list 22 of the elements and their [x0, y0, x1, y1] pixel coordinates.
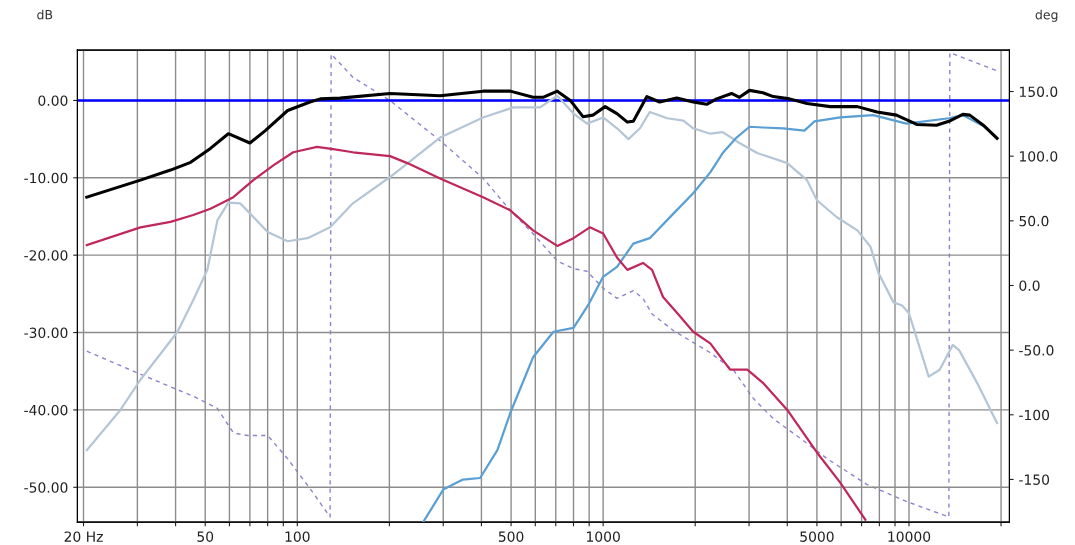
- y2-axis-title: deg: [1035, 9, 1058, 22]
- y2-tick-label: -100: [1019, 409, 1050, 421]
- x-tick-label: 1000: [586, 531, 620, 542]
- y2-tick-label: -150: [1019, 474, 1050, 485]
- y2-tick-label: 0.0: [1019, 280, 1040, 291]
- y2-tick-label: 150.0: [1019, 86, 1058, 97]
- y-tick-label: -50.00: [24, 482, 68, 493]
- y2-tick-label: 50.0: [1019, 215, 1049, 227]
- y-tick-label: -10.00: [24, 172, 68, 184]
- y2-tick-label: 100.0: [1019, 151, 1058, 162]
- y-tick-label: -40.00: [24, 404, 68, 416]
- x-tick-label: 100: [285, 531, 310, 542]
- x-tick-label: 10000: [888, 531, 931, 542]
- y-tick-label: -30.00: [24, 327, 68, 339]
- x-tick-label: 5000: [800, 531, 834, 542]
- y2-tick-label: -50.0: [1019, 345, 1054, 356]
- y-tick-label: 0.00: [38, 95, 68, 106]
- y-tick-label: -20.00: [24, 250, 68, 261]
- x-tick-label: 20 Hz: [64, 531, 103, 542]
- x-tick-label: 50: [197, 531, 214, 542]
- y-axis-title: dB: [37, 9, 53, 20]
- x-tick-label: 500: [498, 531, 524, 542]
